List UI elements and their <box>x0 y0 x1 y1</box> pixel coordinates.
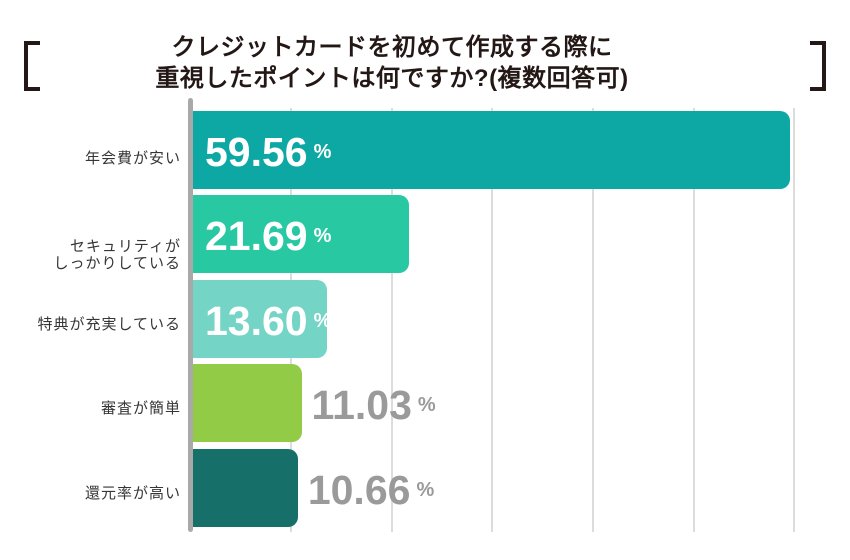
title-line-1: クレジットカードを初めて作成する際に <box>171 34 613 61</box>
category-label: 特典が充実している <box>37 316 181 333</box>
bar <box>193 195 409 273</box>
bar-value-label: 21.69% <box>205 195 331 273</box>
bar <box>193 280 328 358</box>
title-line-2: 重視したポイントは何ですか?(複数回答可) <box>155 65 629 92</box>
value-number: 13.60 <box>205 298 308 344</box>
left-bracket-decoration <box>24 41 40 91</box>
gridline <box>592 108 594 532</box>
percent-sign: % <box>313 225 332 247</box>
category-label: 還元率が高い <box>84 485 181 502</box>
bar <box>193 364 302 442</box>
bar-value-label: 11.03% <box>312 364 436 442</box>
bar-value-label: 13.60% <box>205 280 331 358</box>
right-bracket-decoration <box>810 41 826 91</box>
page-title: クレジットカードを初めて作成する際に 重視したポイントは何ですか?(複数回答可) <box>0 32 784 94</box>
value-number: 10.66 <box>307 467 411 513</box>
percent-sign: % <box>313 310 332 332</box>
gridline <box>692 108 695 532</box>
category-label: 審査が簡単 <box>100 400 181 417</box>
value-number: 59.56 <box>205 129 308 175</box>
value-number: 11.03 <box>311 382 412 428</box>
gridline <box>390 108 393 532</box>
category-label: 年会費が安い <box>84 150 181 167</box>
percent-sign: % <box>417 394 436 416</box>
percent-sign: % <box>313 141 332 163</box>
bar <box>193 111 790 189</box>
category-label: セキュリティが しっかりしている <box>53 238 181 272</box>
bar-value-label: 10.66% <box>308 449 434 527</box>
y-axis-line <box>188 98 193 532</box>
gridline <box>793 108 796 532</box>
value-number: 21.69 <box>205 213 308 259</box>
bar-value-label: 59.56% <box>205 111 331 189</box>
percent-sign: % <box>416 479 435 501</box>
bar <box>193 449 298 527</box>
gridline <box>491 108 494 532</box>
